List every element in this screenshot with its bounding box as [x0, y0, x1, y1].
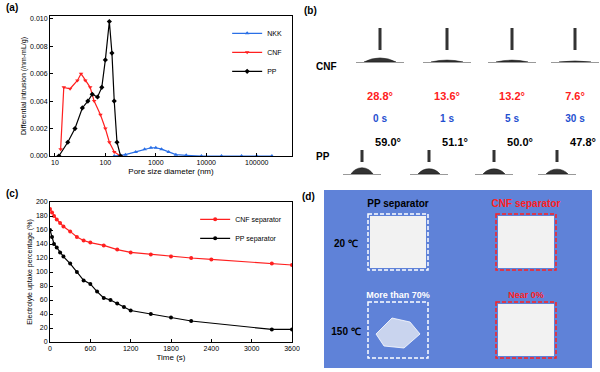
svg-text:100: 100 [100, 159, 112, 166]
svg-text:180: 180 [36, 212, 48, 219]
svg-text:200: 200 [36, 198, 48, 205]
svg-text:1200: 1200 [123, 345, 139, 352]
svg-text:CNF: CNF [267, 49, 281, 56]
svg-text:0.010: 0.010 [30, 15, 48, 22]
svg-text:50.0°: 50.0° [507, 136, 533, 148]
svg-text:20 ℃: 20 ℃ [334, 238, 358, 249]
svg-text:2400: 2400 [204, 345, 220, 352]
svg-text:PP: PP [267, 68, 277, 75]
svg-text:Time (s): Time (s) [156, 353, 185, 362]
svg-text:10: 10 [51, 159, 59, 166]
svg-text:1000: 1000 [148, 159, 164, 166]
svg-text:100: 100 [36, 268, 48, 275]
svg-text:PP separator: PP separator [367, 198, 429, 209]
svg-text:5 s: 5 s [505, 113, 519, 124]
svg-text:PP: PP [316, 151, 330, 162]
svg-text:13.6°: 13.6° [434, 90, 460, 102]
svg-text:CNF separator: CNF separator [492, 198, 561, 209]
svg-text:0 s: 0 s [373, 113, 387, 124]
svg-text:160: 160 [36, 226, 48, 233]
svg-text:150 ℃: 150 ℃ [331, 326, 360, 337]
svg-text:(b): (b) [304, 5, 317, 16]
svg-text:600: 600 [84, 345, 96, 352]
svg-text:47.8°: 47.8° [570, 136, 596, 148]
svg-text:(a): (a) [6, 2, 18, 13]
svg-text:0.000: 0.000 [30, 152, 48, 159]
svg-text:Near 0%: Near 0% [508, 290, 544, 300]
svg-text:0: 0 [44, 338, 48, 345]
svg-text:0.006: 0.006 [30, 70, 48, 77]
svg-text:13.2°: 13.2° [499, 90, 525, 102]
svg-text:120: 120 [36, 254, 48, 261]
svg-text:59.0°: 59.0° [375, 136, 401, 148]
svg-text:0.004: 0.004 [30, 98, 48, 105]
svg-text:Pore size diameter (nm): Pore size diameter (nm) [128, 167, 214, 176]
svg-text:51.1°: 51.1° [442, 136, 468, 148]
svg-text:20: 20 [40, 324, 48, 331]
svg-text:Differential intrusion (/nm-mL: Differential intrusion (/nm-mL/g) [20, 37, 28, 135]
svg-text:30 s: 30 s [565, 113, 585, 124]
svg-text:(c): (c) [6, 188, 18, 199]
svg-text:1800: 1800 [163, 345, 179, 352]
svg-text:28.8°: 28.8° [367, 90, 393, 102]
svg-text:3600: 3600 [284, 345, 300, 352]
svg-text:0: 0 [48, 345, 52, 352]
svg-text:80: 80 [40, 282, 48, 289]
svg-text:(d): (d) [302, 191, 315, 202]
svg-text:3000: 3000 [244, 345, 260, 352]
svg-text:10000: 10000 [197, 159, 217, 166]
svg-text:More than 70%: More than 70% [366, 290, 430, 300]
svg-text:0.008: 0.008 [30, 43, 48, 50]
svg-text:1 s: 1 s [440, 113, 454, 124]
svg-text:CNF separator: CNF separator [235, 216, 282, 224]
svg-text:PP separator: PP separator [235, 235, 276, 243]
svg-text:Electrolyte uptake percentage: Electrolyte uptake percentage (%) [26, 219, 34, 324]
svg-text:CNF: CNF [316, 61, 337, 72]
svg-text:7.6°: 7.6° [565, 90, 585, 102]
svg-text:100000: 100000 [245, 159, 268, 166]
svg-text:140: 140 [36, 240, 48, 247]
svg-text:60: 60 [40, 296, 48, 303]
svg-text:NKK: NKK [267, 30, 282, 37]
svg-text:0.002: 0.002 [30, 125, 48, 132]
svg-text:40: 40 [40, 310, 48, 317]
